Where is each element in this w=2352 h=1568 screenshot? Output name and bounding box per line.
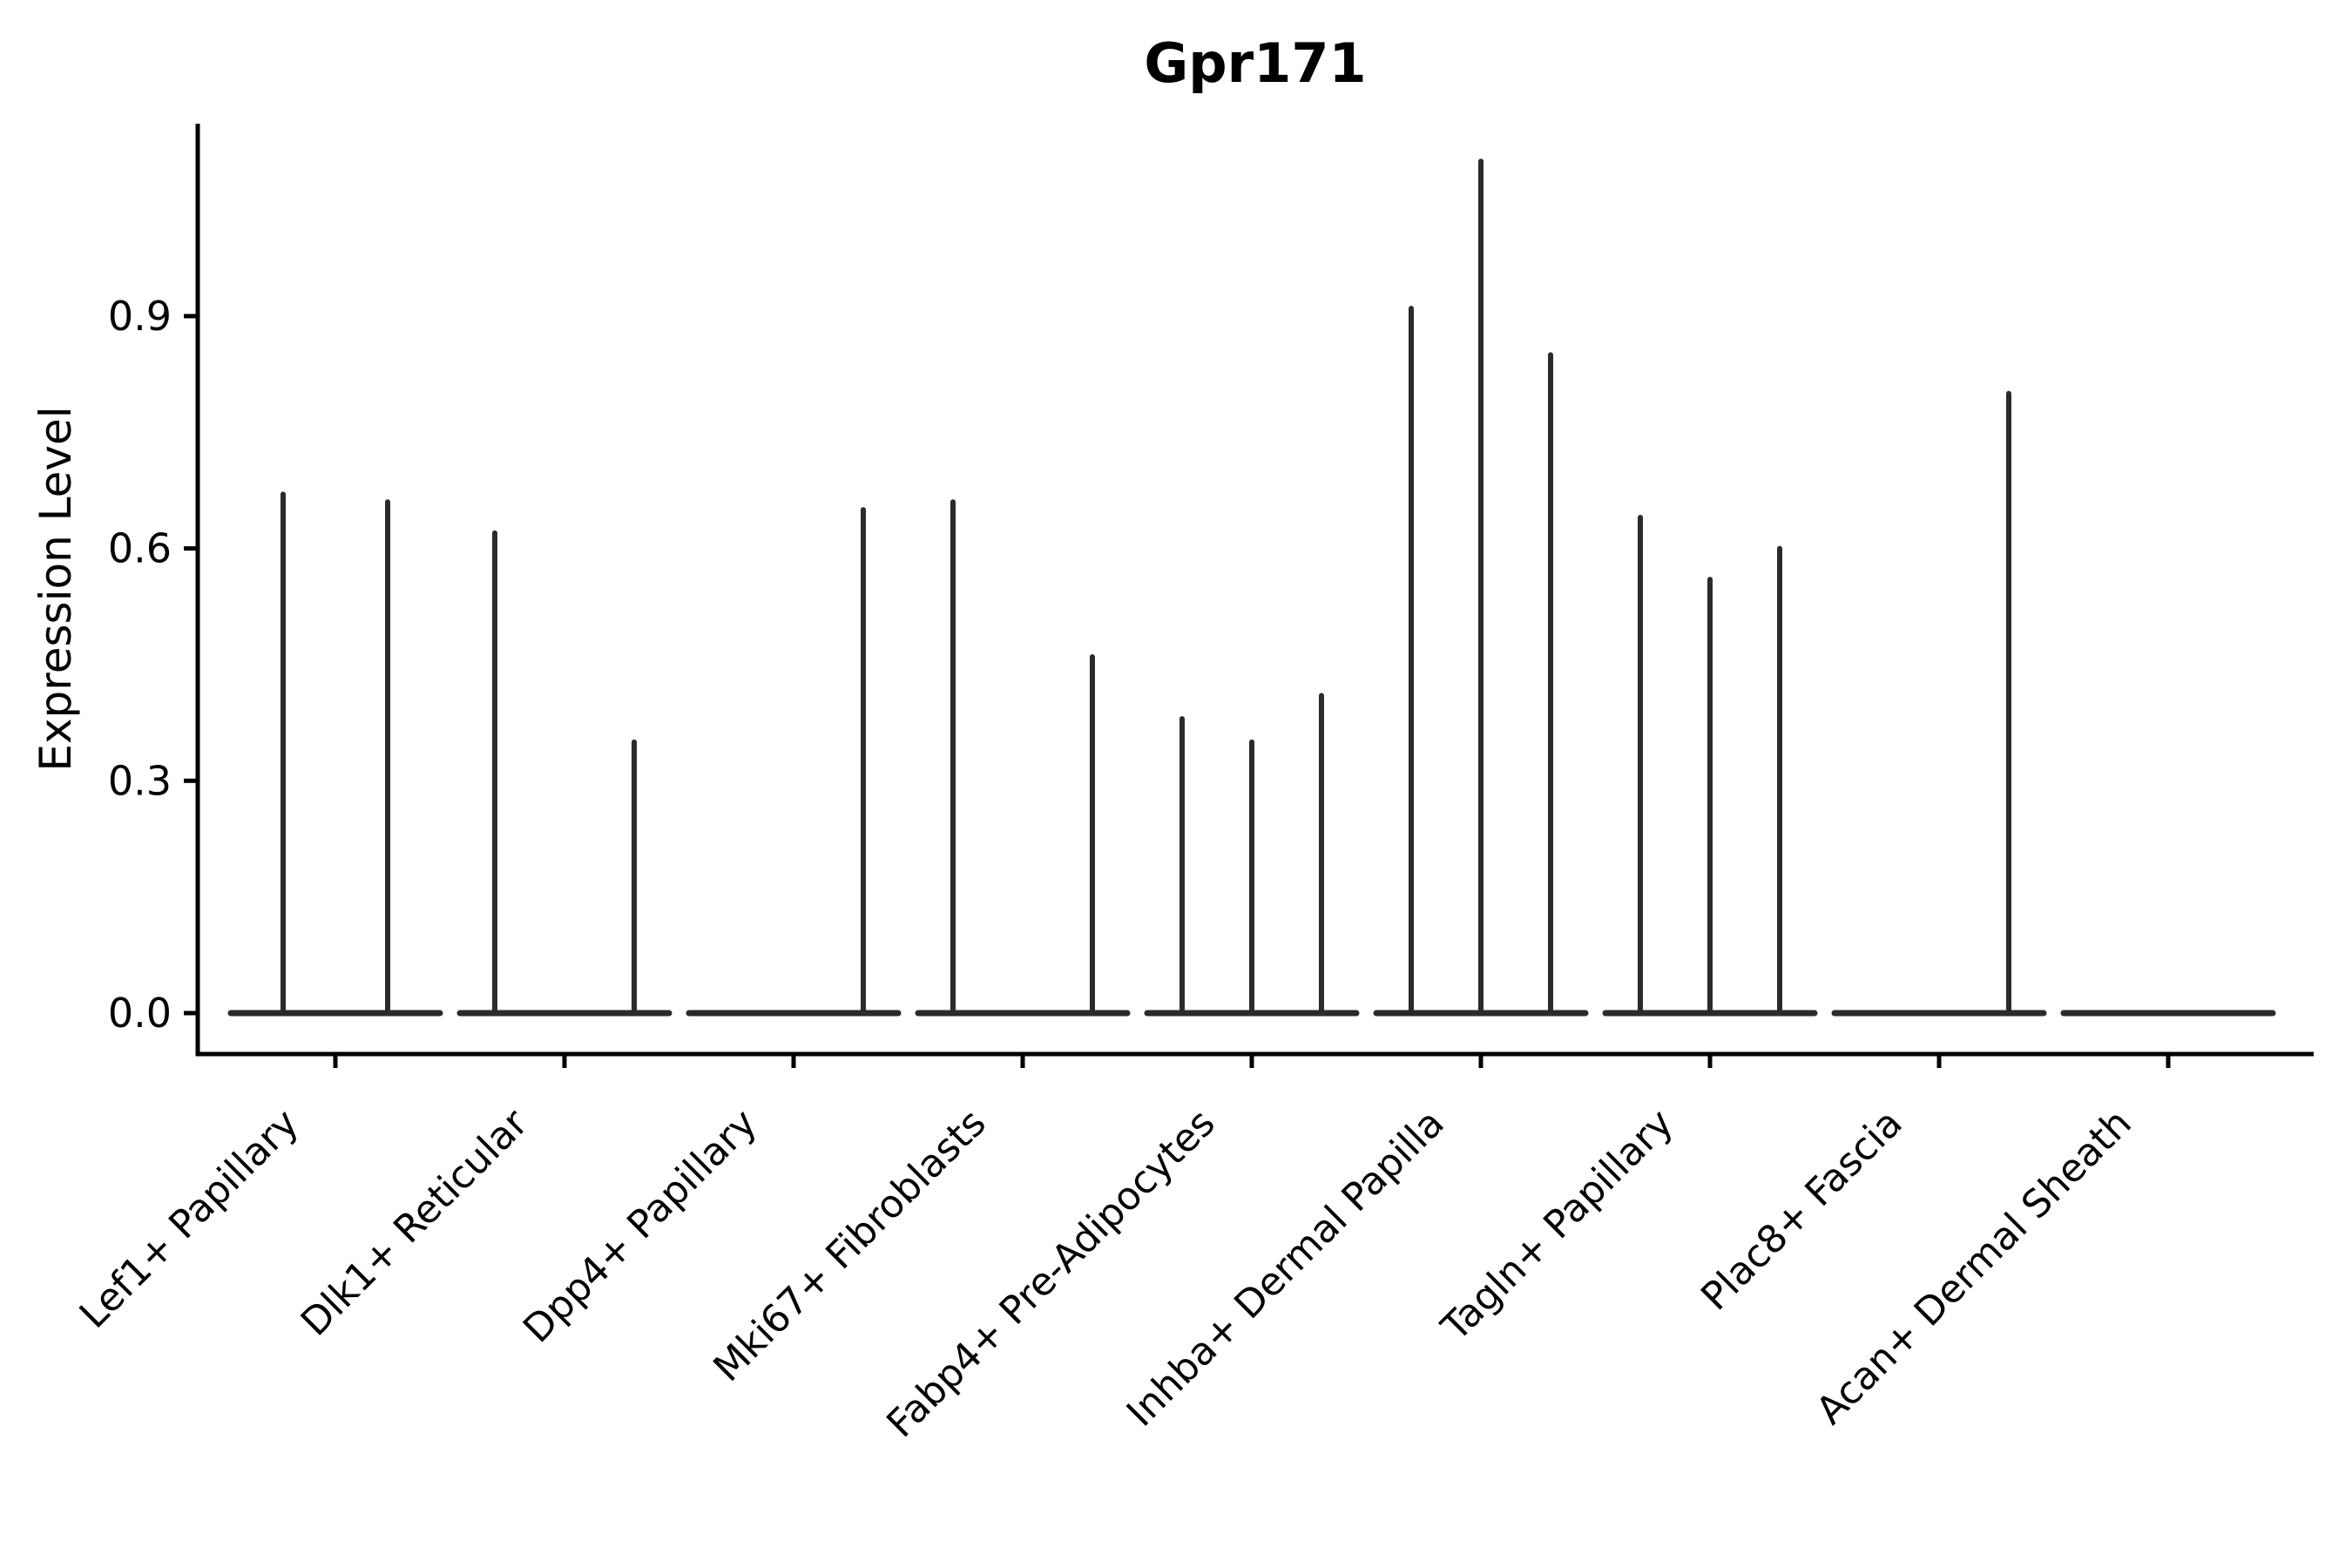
y-tick-label: 0.3 <box>108 757 172 804</box>
x-tick-label: Tagln+ Papillary <box>1433 1101 1682 1350</box>
x-tick-label: Dlk1+ Reticular <box>293 1100 537 1345</box>
y-tick-label: 0.6 <box>108 525 172 572</box>
x-tick-label: Dpp4+ Papillary <box>515 1101 766 1352</box>
x-tick-label: Lef1+ Papillary <box>71 1101 308 1337</box>
x-tick-label: Plac8+ Fascia <box>1693 1101 1911 1320</box>
y-axis-label: Expression Level <box>30 406 81 772</box>
y-tick-label: 0.0 <box>108 990 172 1037</box>
y-tick-label: 0.9 <box>108 293 172 340</box>
chart-title: Gpr171 <box>1144 31 1367 95</box>
